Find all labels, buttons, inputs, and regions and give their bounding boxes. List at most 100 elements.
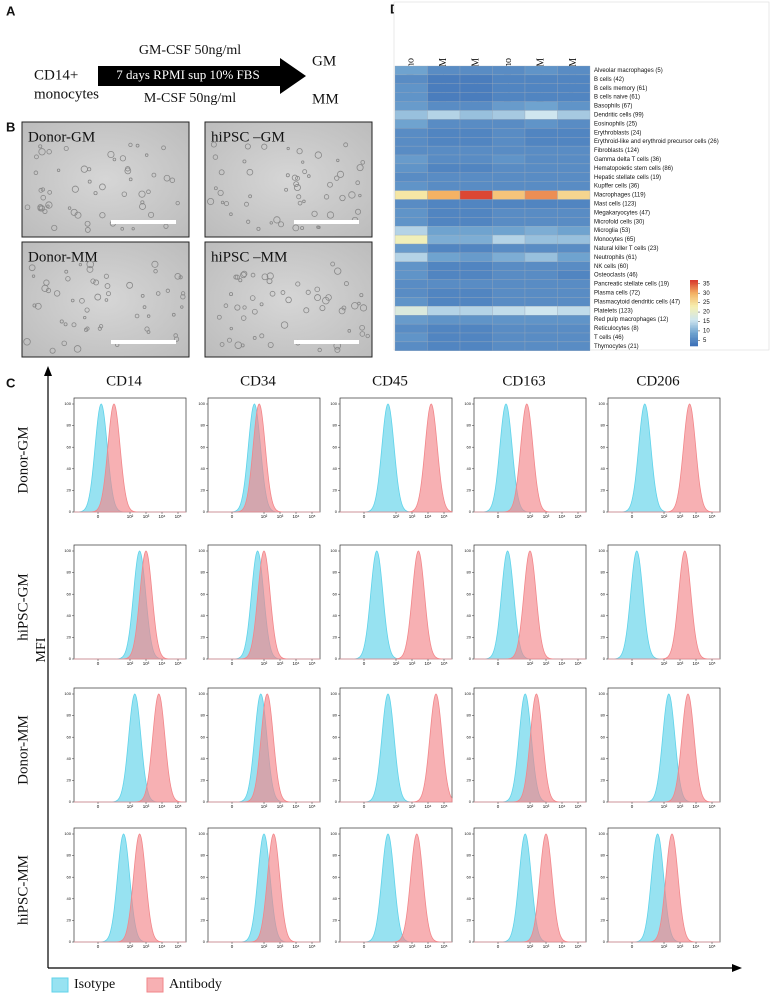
heatmap-cell — [459, 217, 493, 227]
x-tick-label: 10⁴ — [425, 804, 432, 809]
heatmap-cell — [524, 110, 558, 120]
x-tick-label: 0 — [631, 661, 634, 666]
colorbar-step — [690, 342, 698, 345]
cell — [38, 148, 46, 156]
y-tick-label: 40 — [67, 896, 72, 901]
cell — [359, 324, 365, 331]
micrograph-label: Donor-MM — [28, 249, 98, 265]
heatmap-cell — [524, 217, 558, 227]
row-label: Thymocytes (21) — [594, 344, 639, 350]
heatmap-cell — [394, 137, 428, 147]
cell — [139, 203, 146, 210]
cell — [144, 326, 150, 332]
y-tick-label: 20 — [201, 634, 206, 639]
row-label: Macrophages (119) — [594, 193, 646, 199]
y-tick-label: 20 — [201, 487, 206, 492]
antibody-histogram — [208, 403, 320, 513]
antibody-histogram — [608, 403, 720, 513]
heatmap-cell — [524, 315, 558, 325]
x-tick-label: 10³ — [409, 661, 416, 666]
x-tick-label: 0 — [231, 514, 234, 519]
cell — [359, 304, 368, 312]
cell — [259, 333, 265, 339]
cell — [326, 211, 335, 219]
x-tick-label: 0 — [363, 804, 366, 809]
x-tick-label: 10³ — [677, 514, 684, 519]
colorbar-step — [690, 326, 698, 329]
y-tick-label: 40 — [201, 756, 206, 761]
cell — [51, 224, 58, 232]
cell — [246, 219, 251, 224]
row-label: Erythroid-like and erythroid precursor c… — [594, 139, 719, 145]
x-tick-label: 10² — [393, 661, 400, 666]
cell — [80, 165, 88, 173]
cell — [227, 337, 232, 343]
arrow-head — [732, 964, 742, 972]
x-tick-label: 10² — [261, 944, 268, 949]
cell — [252, 336, 257, 340]
heatmap-cell — [427, 65, 461, 76]
colorbar-step — [690, 286, 698, 289]
cell — [330, 261, 336, 267]
cell — [285, 296, 292, 304]
x-tick-label: 10⁴ — [559, 514, 566, 519]
cell — [46, 204, 50, 208]
row-label: Megakaryocytes (47) — [594, 210, 650, 216]
y-tick-label: 100 — [64, 548, 71, 553]
cell — [98, 324, 104, 329]
y-tick-label: 60 — [67, 734, 72, 739]
x-tick-label: 10² — [527, 661, 534, 666]
cell — [293, 181, 300, 187]
y-tick-label: 60 — [333, 734, 338, 739]
cell — [103, 273, 109, 279]
cell — [249, 295, 256, 301]
cell — [151, 260, 159, 268]
y-tick-label: 40 — [333, 896, 338, 901]
cell — [334, 175, 340, 181]
colorbar-step — [690, 337, 698, 340]
cell — [240, 343, 245, 348]
y-tick-label: 20 — [333, 917, 338, 922]
colorbar-step — [690, 339, 698, 342]
plot-frame — [607, 397, 721, 513]
heatmap-cell — [524, 163, 558, 173]
cell — [251, 308, 258, 315]
x-tick-label: 10⁴ — [559, 804, 566, 809]
heatmap-cell — [524, 128, 558, 138]
colorbar-step — [690, 313, 698, 315]
heatmap-cell — [557, 217, 591, 227]
x-tick-label: 10⁴ — [425, 944, 432, 949]
x-tick-label: 10⁵ — [575, 514, 582, 519]
colorbar-step — [690, 283, 698, 286]
colorbar-step — [690, 334, 698, 337]
y-tick-label: 40 — [601, 466, 606, 471]
cell — [244, 201, 249, 207]
y-tick-label: 100 — [198, 831, 205, 836]
y-tick-label: 0 — [335, 509, 338, 514]
y-tick-label: 0 — [603, 509, 606, 514]
cell — [293, 184, 301, 192]
cell — [119, 155, 127, 162]
antibody-histogram — [474, 693, 586, 803]
cell — [84, 307, 90, 313]
heatmap-cell — [459, 243, 493, 254]
cell — [266, 272, 274, 280]
heatmap-cell — [394, 145, 428, 156]
heatmap-cell — [459, 323, 493, 334]
cell — [314, 286, 321, 293]
heatmap-cell — [394, 270, 428, 280]
y-tick-label: 20 — [467, 917, 472, 922]
cell — [210, 141, 217, 148]
x-tick-label: 10³ — [277, 514, 284, 519]
x-tick-label: 10³ — [277, 944, 284, 949]
cell — [343, 281, 349, 287]
cell — [212, 154, 219, 160]
x-tick-label: 10⁵ — [309, 804, 316, 809]
heatmap-cell — [524, 74, 558, 84]
x-tick-label: 10³ — [409, 514, 416, 519]
x-tick-label: 10⁵ — [309, 944, 316, 949]
y-tick-label: 0 — [69, 509, 72, 514]
y-tick-label: 80 — [201, 423, 206, 428]
antibody-histogram — [474, 550, 586, 660]
